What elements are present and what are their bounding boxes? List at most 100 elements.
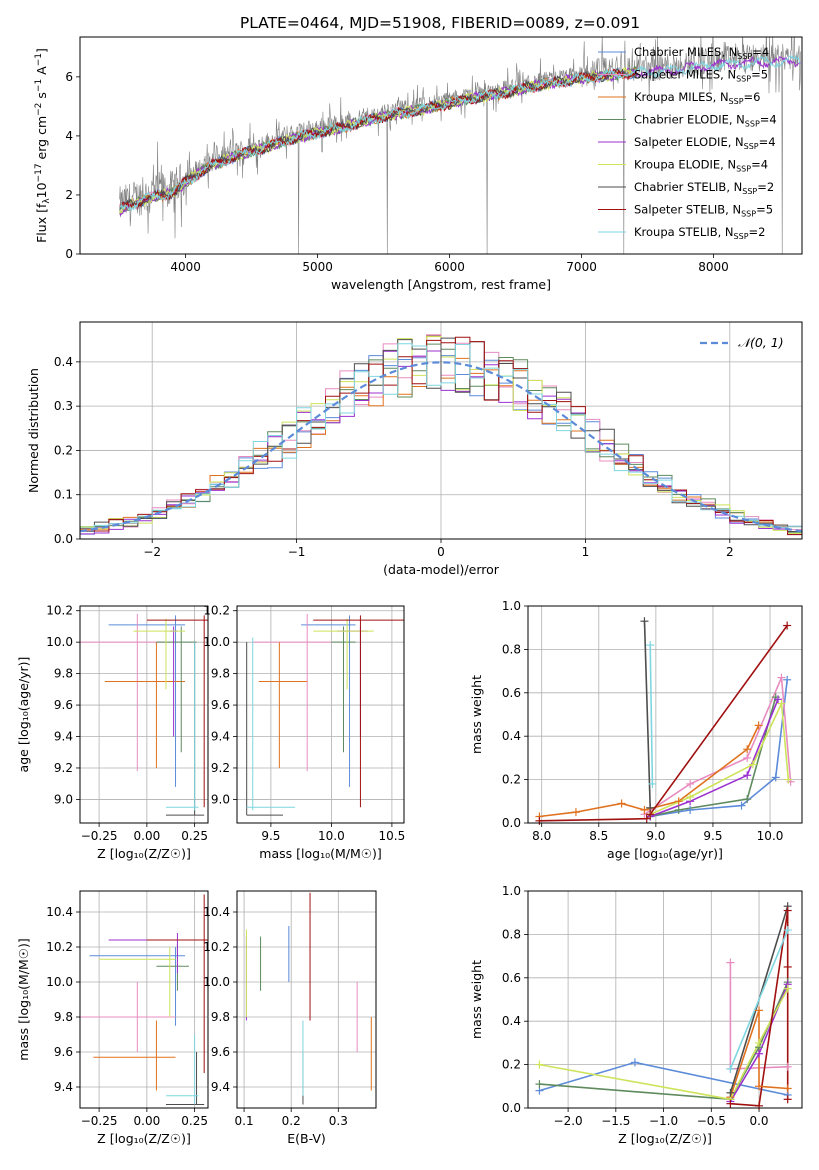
y-tick-label: 0.0 bbox=[54, 532, 73, 546]
panel-mass_vs_ebv: 0.1 0.2 0.3 9.4 9.6 9.8 10.0 10.2 10.4 E(B-V) bbox=[203, 890, 377, 1146]
y-tick-label: 10.4 bbox=[46, 905, 73, 919]
legend-sub: SSP bbox=[745, 120, 760, 129]
y-tick-label: 0.0 bbox=[502, 816, 521, 830]
x-tick-label: 7000 bbox=[566, 260, 597, 274]
series-marker-kroupa_miles bbox=[640, 805, 649, 814]
plot-area bbox=[80, 613, 208, 816]
y-tick-label: 0.6 bbox=[502, 971, 521, 985]
series-marker-kroupa_stelib bbox=[646, 641, 655, 650]
x-tick-label: 9.5 bbox=[703, 829, 722, 843]
y-axis-label: mass weight bbox=[469, 960, 484, 1039]
y-axis-label-part: −1 bbox=[34, 79, 44, 92]
legend-label: Salpeter STELIB, N bbox=[634, 203, 741, 217]
x-tick-label: 0.2 bbox=[282, 1114, 301, 1128]
series-marker-chabrier_miles bbox=[771, 773, 780, 782]
series-marker-salpeter_stelib bbox=[783, 621, 792, 630]
normal-curve bbox=[80, 361, 802, 533]
x-tick-label: 0.25 bbox=[181, 829, 208, 843]
series-marker-chabrier_elodie bbox=[743, 795, 752, 804]
legend-sub: SSP bbox=[742, 187, 757, 196]
panel-spectrum: 4000 5000 6000 7000 8000 0 2 4 6 wavelength [Angs… bbox=[34, 36, 803, 292]
series-marker-kroupa_elodie bbox=[748, 760, 757, 769]
series-marker-salpeter_miles bbox=[726, 958, 735, 967]
panel-age_vs_mass: 9.5 10.0 10.5 9.0 9.2 9.4 9.6 9.8 10.0 10.2 mass [… bbox=[203, 604, 405, 861]
series-marker-salpeter_miles bbox=[686, 779, 695, 788]
y-tick-label: 10.2 bbox=[203, 604, 230, 618]
y-axis-label-part: s bbox=[34, 92, 49, 103]
y-axis-label: Flux [fλ10−17 erg cm−2 s−1 A−1] bbox=[34, 48, 52, 243]
y-tick-label: 1.0 bbox=[502, 599, 521, 613]
series-line-salpeter_miles bbox=[644, 677, 792, 815]
series-marker-kroupa_miles bbox=[571, 808, 580, 817]
y-tick-label: 9.4 bbox=[211, 1080, 230, 1094]
series-marker-kroupa_elodie bbox=[783, 984, 792, 993]
axes-frame bbox=[79, 890, 209, 1109]
legend-entry-chabrier_stelib: Chabrier STELIB, NSSP=2 bbox=[634, 180, 774, 196]
axes-frame bbox=[236, 890, 377, 1109]
series-line-kroupa_stelib bbox=[649, 645, 654, 784]
series-marker-chabrier_miles bbox=[783, 675, 792, 684]
x-tick-label: −2.0 bbox=[554, 1114, 583, 1128]
x-tick-label: 5000 bbox=[302, 260, 333, 274]
y-tick-label: 9.8 bbox=[54, 667, 73, 681]
model-line-salpeter_miles bbox=[119, 68, 638, 210]
x-tick-label: 2 bbox=[726, 545, 734, 559]
legend-sub: SSP bbox=[734, 232, 749, 241]
axes-frame bbox=[79, 321, 803, 540]
x-tick-label: −1.5 bbox=[601, 1114, 630, 1128]
legend-tail: =5 bbox=[751, 68, 768, 82]
series-marker-salpeter_miles bbox=[783, 1062, 792, 1071]
y-axis-label: Normed distribution bbox=[26, 368, 41, 493]
series-marker-salpeter_elodie bbox=[774, 695, 783, 704]
x-tick-label: −0.5 bbox=[697, 1114, 726, 1128]
y-axis-label-part: −1 bbox=[34, 53, 44, 66]
y-tick-label: 9.4 bbox=[211, 730, 230, 744]
y-tick-label: 10.2 bbox=[203, 940, 230, 954]
x-axis-label: Z [log₁₀(Z/Z☉)] bbox=[618, 1131, 712, 1146]
x-axis-label: (data-model)/error bbox=[383, 562, 500, 577]
axes-frame bbox=[527, 605, 803, 824]
x-tick-label: 0.3 bbox=[329, 1114, 348, 1128]
series-marker-kroupa_miles bbox=[783, 1084, 792, 1093]
series-marker-kroupa_stelib bbox=[783, 926, 792, 935]
x-tick-label: 8.5 bbox=[589, 829, 608, 843]
legend-sub: SSP bbox=[736, 165, 751, 174]
axes-frame bbox=[527, 890, 803, 1109]
x-tick-label: 0 bbox=[437, 545, 445, 559]
y-axis-label: mass weight bbox=[469, 675, 484, 754]
series-marker-chabrier_miles bbox=[737, 801, 746, 810]
series-marker-chabrier_miles bbox=[630, 1058, 639, 1067]
model-line-salpeter_elodie bbox=[119, 56, 802, 217]
y-tick-label: 9.8 bbox=[54, 1010, 73, 1024]
y-axis-label-part: −2 bbox=[34, 103, 44, 116]
legend-entry-chabrier_miles: Chabrier MILES, NSSP=4 bbox=[634, 45, 769, 61]
series-marker-salpeter_stelib bbox=[646, 810, 655, 819]
series-marker-salpeter_stelib bbox=[755, 1101, 764, 1110]
y-axis-label: age [log₁₀(age/yr)] bbox=[16, 657, 31, 773]
y-axis-label-part: 10 bbox=[34, 182, 49, 198]
series-marker-kroupa_miles bbox=[743, 745, 752, 754]
legend-entry-kroupa_elodie: Kroupa ELODIE, NSSP=4 bbox=[634, 158, 768, 174]
figure-title: PLATE=0464, MJD=51908, FIBERID=0089, z=0… bbox=[240, 14, 640, 32]
y-tick-label: 4 bbox=[65, 129, 73, 143]
plot-area bbox=[246, 613, 404, 816]
series-line-kroupa_elodie bbox=[539, 988, 789, 1101]
y-tick-label: 9.4 bbox=[54, 1080, 73, 1094]
x-axis-label: Z [log₁₀(Z/Z☉)] bbox=[97, 1131, 191, 1146]
series-marker-salpeter_stelib bbox=[783, 906, 792, 915]
model-line-kroupa_miles bbox=[119, 67, 638, 212]
y-tick-label: 9.2 bbox=[54, 761, 73, 775]
series-marker-kroupa_miles bbox=[754, 721, 763, 730]
x-axis-label: age [log₁₀(age/yr)] bbox=[607, 846, 723, 861]
series-marker-kroupa_elodie bbox=[686, 792, 695, 801]
axes-frame bbox=[236, 605, 405, 824]
legend-entry-normal: 𝒩(0, 1) bbox=[738, 335, 784, 350]
legend-sub: SSP bbox=[729, 97, 744, 106]
legend-tail: =2 bbox=[757, 180, 774, 194]
x-tick-label: 0.00 bbox=[134, 829, 161, 843]
legend-entry-salpeter_elodie: Salpeter ELODIE, NSSP=4 bbox=[634, 135, 776, 151]
y-tick-label: 0.8 bbox=[502, 642, 521, 656]
y-tick-label: 0.6 bbox=[502, 686, 521, 700]
x-tick-label: 4000 bbox=[170, 260, 201, 274]
x-tick-label: −2 bbox=[143, 545, 161, 559]
